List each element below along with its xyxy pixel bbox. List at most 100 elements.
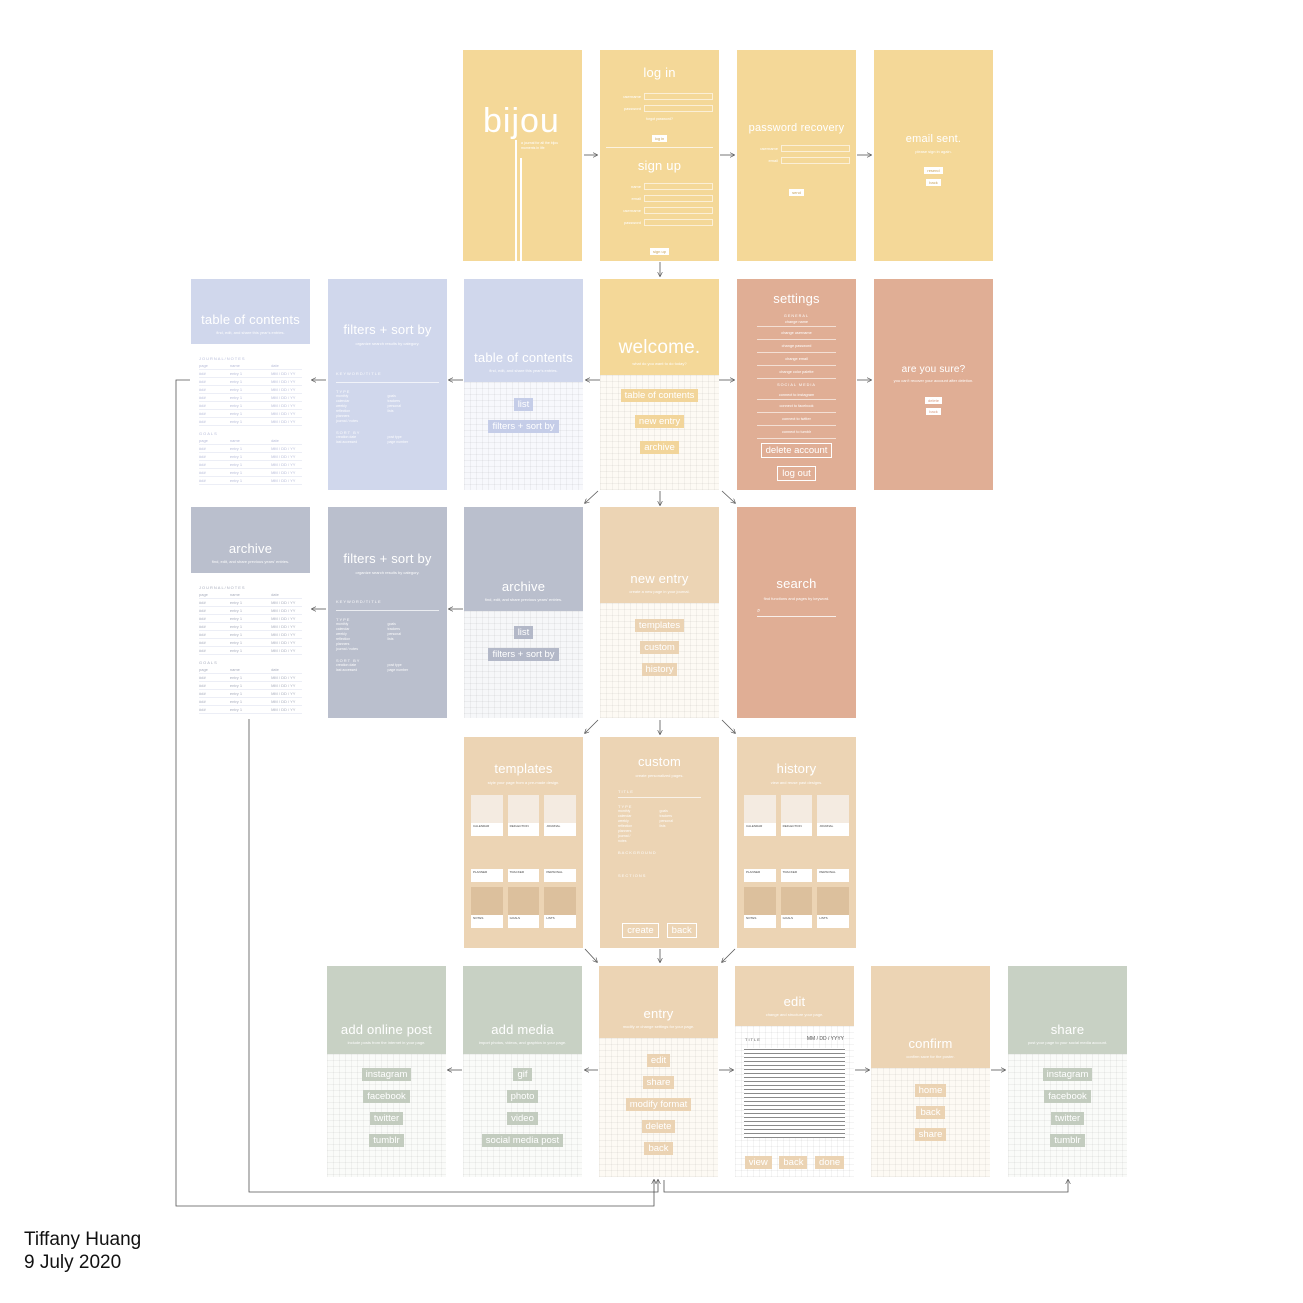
change-name-link[interactable]: change name	[757, 319, 836, 327]
table-row[interactable]: ### entry 1 MM / DD / YY	[199, 631, 302, 639]
history-tile[interactable]: NOTES	[744, 887, 776, 928]
templates-button[interactable]: templates	[634, 619, 685, 632]
table-row[interactable]: ### entry 1 MM / DD / YY	[199, 639, 302, 647]
signup-email-field[interactable]: email	[606, 195, 713, 202]
share-button[interactable]: share	[914, 1128, 947, 1141]
back-button[interactable]: back	[644, 1142, 673, 1155]
template-tile[interactable]: GOALS	[507, 887, 540, 928]
signup-password-field[interactable]: password	[606, 219, 713, 226]
filters-sort-button[interactable]: filters + sort by	[488, 648, 559, 661]
change-username-link[interactable]: change username	[757, 327, 836, 340]
delete-button[interactable]: delete	[641, 1120, 676, 1133]
history-button[interactable]: history	[641, 663, 678, 676]
gif-button[interactable]: gif	[513, 1068, 532, 1081]
signup-name-field[interactable]: name	[606, 183, 713, 190]
modify-format-button[interactable]: modify format	[625, 1098, 692, 1111]
back-button[interactable]: back	[666, 923, 697, 938]
signup-button[interactable]: sign up	[650, 248, 669, 255]
delete-account-button[interactable]: delete account	[760, 443, 833, 458]
table-row[interactable]: ### entry 1 MM / DD / YY	[199, 418, 302, 426]
view-button[interactable]: view	[744, 1156, 772, 1169]
tumblr-button[interactable]: tumblr	[1050, 1134, 1085, 1147]
template-tile[interactable]: REFLECTION	[507, 795, 540, 836]
connect-facebook-link[interactable]: connect to facebook	[757, 400, 836, 413]
table-row[interactable]: ### entry 1 MM / DD / YY	[199, 370, 302, 378]
history-tile[interactable]: CALENDAR	[744, 795, 776, 836]
table-row[interactable]: ### entry 1 MM / DD / YY	[199, 615, 302, 623]
twitter-button[interactable]: twitter	[369, 1112, 404, 1125]
template-tile[interactable]: CALENDAR	[471, 795, 503, 836]
list-button[interactable]: list	[513, 398, 534, 411]
template-tile[interactable]: NOTES	[471, 887, 503, 928]
table-row[interactable]: ### entry 1 MM / DD / YY	[199, 607, 302, 615]
back-button[interactable]: back	[926, 179, 941, 186]
log-out-button[interactable]: log out	[777, 466, 816, 481]
history-tile[interactable]: GOALS	[780, 887, 813, 928]
change-email-link[interactable]: change email	[757, 353, 836, 366]
recovery-email-field[interactable]: email	[743, 157, 850, 164]
custom-button[interactable]: custom	[640, 641, 679, 654]
photo-button[interactable]: photo	[506, 1090, 539, 1103]
table-row[interactable]: ### entry 1 MM / DD / YY	[199, 378, 302, 386]
table-row[interactable]: ### entry 1 MM / DD / YY	[199, 698, 302, 706]
delete-button[interactable]: delete	[925, 397, 942, 404]
forgot-password-link[interactable]: forgot password?	[646, 117, 673, 121]
resend-button[interactable]: resend	[924, 167, 943, 174]
list-button[interactable]: list	[513, 626, 534, 639]
table-row[interactable]: ### entry 1 MM / DD / YY	[199, 647, 302, 655]
username-field[interactable]: username	[606, 93, 713, 100]
search-input[interactable]: ⌕	[757, 608, 836, 617]
table-row[interactable]: ### entry 1 MM / DD / YY	[199, 453, 302, 461]
connect-instagram-link[interactable]: connect to instagram	[757, 391, 836, 400]
table-row[interactable]: ### entry 1 MM / DD / YY	[199, 386, 302, 394]
instagram-button[interactable]: instagram	[1042, 1068, 1093, 1081]
facebook-button[interactable]: facebook	[1044, 1090, 1091, 1103]
facebook-button[interactable]: facebook	[363, 1090, 410, 1103]
connect-tumblr-link[interactable]: connect to tumblr	[757, 426, 836, 439]
table-row[interactable]: ### entry 1 MM / DD / YY	[199, 690, 302, 698]
table-row[interactable]: ### entry 1 MM / DD / YY	[199, 599, 302, 607]
table-row[interactable]: ### entry 1 MM / DD / YY	[199, 477, 302, 485]
table-row[interactable]: ### entry 1 MM / DD / YY	[199, 410, 302, 418]
history-tile[interactable]: PERSONAL	[817, 841, 849, 882]
tumblr-button[interactable]: tumblr	[369, 1134, 404, 1147]
table-of-contents-button[interactable]: table of contents	[620, 389, 699, 402]
history-tile[interactable]: JOURNAL	[817, 795, 849, 836]
table-row[interactable]: ### entry 1 MM / DD / YY	[199, 706, 302, 714]
share-button[interactable]: share	[642, 1076, 675, 1089]
table-row[interactable]: ### entry 1 MM / DD / YY	[199, 461, 302, 469]
history-tile[interactable]: REFLECTION	[780, 795, 813, 836]
instagram-button[interactable]: instagram	[361, 1068, 412, 1081]
history-tile[interactable]: PLANNER	[744, 841, 776, 882]
table-row[interactable]: ### entry 1 MM / DD / YY	[199, 674, 302, 682]
template-tile[interactable]: LISTS	[544, 887, 576, 928]
archive-button[interactable]: archive	[640, 441, 679, 454]
table-row[interactable]: ### entry 1 MM / DD / YY	[199, 623, 302, 631]
edit-body-text[interactable]	[744, 1048, 845, 1138]
edit-button[interactable]: edit	[646, 1054, 671, 1067]
table-row[interactable]: ### entry 1 MM / DD / YY	[199, 402, 302, 410]
table-row[interactable]: ### entry 1 MM / DD / YY	[199, 394, 302, 402]
table-row[interactable]: ### entry 1 MM / DD / YY	[199, 469, 302, 477]
template-tile[interactable]: PERSONAL	[544, 841, 576, 882]
edit-date-field[interactable]: MM / DD / YYYY	[806, 1036, 844, 1042]
new-entry-button[interactable]: new entry	[634, 415, 685, 428]
video-button[interactable]: video	[507, 1112, 538, 1125]
back-button[interactable]: back	[779, 1156, 808, 1169]
history-tile[interactable]: TRACKER	[780, 841, 813, 882]
twitter-button[interactable]: twitter	[1050, 1112, 1085, 1125]
done-button[interactable]: done	[815, 1156, 845, 1169]
table-row[interactable]: ### entry 1 MM / DD / YY	[199, 682, 302, 690]
social-media-post-button[interactable]: social media post	[481, 1134, 564, 1147]
connect-twitter-link[interactable]: connect to twitter	[757, 413, 836, 426]
back-button[interactable]: back	[916, 1106, 945, 1119]
create-button[interactable]: create	[622, 923, 659, 938]
template-tile[interactable]: JOURNAL	[544, 795, 576, 836]
table-row[interactable]: ### entry 1 MM / DD / YY	[199, 445, 302, 453]
back-button[interactable]: back	[926, 408, 941, 415]
login-button[interactable]: log in	[651, 135, 668, 142]
signup-username-field[interactable]: username	[606, 207, 713, 214]
template-tile[interactable]: TRACKER	[507, 841, 540, 882]
recovery-username-field[interactable]: username	[743, 145, 850, 152]
password-field[interactable]: password	[606, 105, 713, 112]
